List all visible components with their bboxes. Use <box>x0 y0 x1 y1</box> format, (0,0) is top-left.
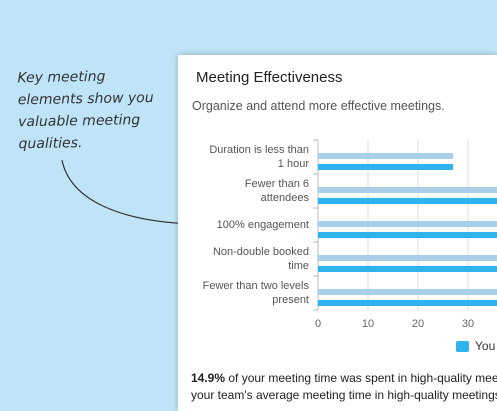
x-tick-label: 20 <box>412 318 424 330</box>
bar <box>318 289 497 295</box>
bar <box>318 266 497 272</box>
card: Meeting Effectiveness Organize and atten… <box>178 55 497 411</box>
y-tick-label: Fewer than 6 attendees <box>244 178 309 204</box>
x-tick-label: 0 <box>315 318 321 330</box>
bar <box>318 300 497 306</box>
bar <box>318 255 497 261</box>
bar <box>318 187 497 193</box>
y-tick-label: Duration is less than 1 hour <box>209 144 309 170</box>
y-tick-label: Non-double booked time <box>212 246 309 272</box>
y-tick-label: 100% engagement <box>216 219 309 231</box>
legend-swatch <box>456 341 469 352</box>
bar <box>318 153 453 159</box>
annotation: Key meeting elements show you valuable m… <box>17 68 154 153</box>
card-title: Meeting Effectiveness <box>196 69 343 86</box>
y-tick-label: Fewer than two levels present <box>202 280 309 306</box>
legend-label: You <box>475 339 495 353</box>
summary: 14.9% of your meeting time was spent in … <box>191 370 497 404</box>
bar <box>318 198 497 204</box>
summary-highlight: 14.9% <box>191 371 226 385</box>
bar <box>318 164 453 170</box>
arrow <box>61 159 197 225</box>
x-tick-label: 10 <box>362 318 374 330</box>
x-tick-label: 30 <box>462 318 474 330</box>
bar <box>318 221 497 227</box>
chart: 010203040You <box>313 139 497 353</box>
bar <box>318 232 497 238</box>
summary-text: of your meeting time was spent in high-q… <box>191 371 497 402</box>
card-subtitle: Organize and attend more effective meeti… <box>192 99 445 113</box>
